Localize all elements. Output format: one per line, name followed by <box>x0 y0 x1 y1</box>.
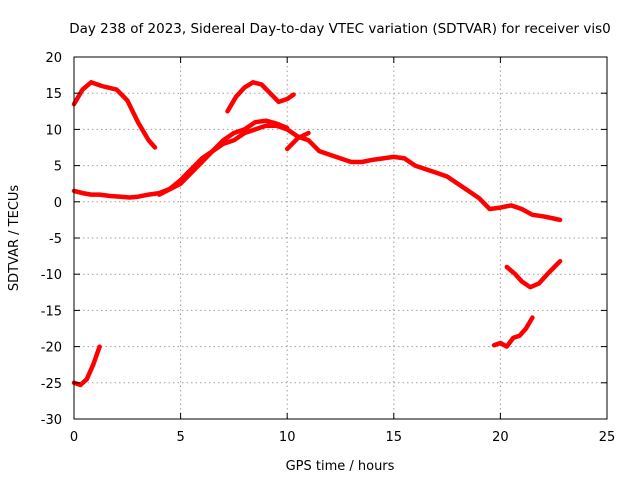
y-tick-label: 5 <box>54 160 62 175</box>
series-trace-5 <box>284 130 311 152</box>
data-series <box>71 80 563 388</box>
series-trace-3 <box>157 118 290 197</box>
y-tick-label: 20 <box>45 51 62 66</box>
x-tick-label: 10 <box>279 430 296 445</box>
y-tick-label: 0 <box>54 196 62 211</box>
x-tick-label: 0 <box>70 430 78 445</box>
x-tick-label: 5 <box>176 430 184 445</box>
axis-ticks: 0 5 10 15 20 25 20 15 10 5 0 -5 -10 -15 -20 -25 -30 <box>41 51 616 445</box>
series-trace-2 <box>71 123 563 223</box>
y-axis-label: SDTVAR / TECUs <box>7 185 22 292</box>
series-trace-4 <box>225 80 296 114</box>
grid <box>74 57 607 419</box>
x-tick-label: 15 <box>386 430 403 445</box>
x-tick-label: 25 <box>599 430 616 445</box>
series-trace-7 <box>491 315 535 349</box>
y-tick-label: -30 <box>41 413 62 428</box>
y-tick-label: -25 <box>41 377 62 392</box>
y-tick-label: 15 <box>45 87 62 102</box>
series-trace-1 <box>71 80 158 150</box>
y-tick-label: -20 <box>41 341 62 356</box>
chart-title: Day 238 of 2023, Sidereal Day-to-day VTE… <box>69 21 611 37</box>
x-tick-label: 20 <box>492 430 509 445</box>
series-trace-6 <box>71 344 102 388</box>
y-tick-label: -15 <box>41 304 62 319</box>
x-axis-label: GPS time / hours <box>286 459 395 474</box>
y-tick-label: -5 <box>49 232 62 247</box>
y-tick-label: -10 <box>41 268 62 283</box>
y-tick-label: 10 <box>45 123 62 138</box>
series-trace-8 <box>504 258 563 290</box>
